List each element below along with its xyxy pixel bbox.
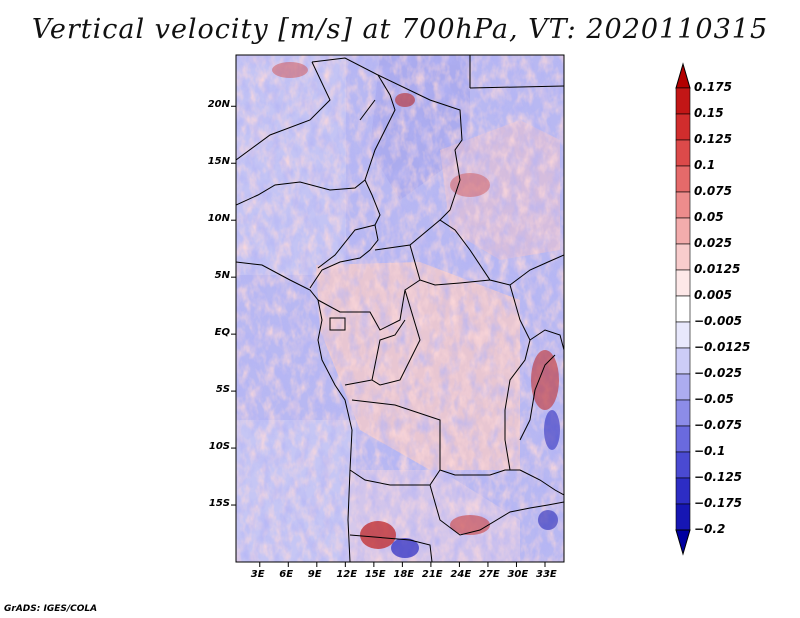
colorbar-label: 0.075 (694, 184, 732, 198)
colorbar-swatch (675, 399, 691, 427)
colorbar-swatch (675, 373, 691, 401)
grads-credit: GrADS: IGES/COLA (4, 604, 98, 614)
lon-label: 30E (507, 569, 529, 580)
lat-label: 15N (207, 156, 230, 168)
colorbar-swatch (675, 191, 691, 219)
lat-label: 15S (208, 498, 230, 510)
colorbar-swatch (675, 113, 691, 141)
colorbar-swatch (675, 503, 691, 531)
colorbar-label: 0.175 (694, 80, 732, 94)
colorbar-label: 0.005 (694, 288, 732, 302)
colorbar-label: −0.125 (694, 470, 743, 484)
lat-label: 10S (208, 441, 230, 453)
colorbar-label: 0.0125 (694, 262, 741, 276)
lon-label: 15E (364, 569, 386, 580)
colorbar-swatch (675, 217, 691, 245)
colorbar-swatch (675, 451, 691, 479)
colorbar-swatch (675, 295, 691, 323)
colorbar-label: 0.05 (694, 210, 724, 224)
colorbar-label: −0.1 (694, 444, 726, 458)
colorbar-swatch (675, 477, 691, 505)
colorbar-label: 0.1 (694, 158, 716, 172)
vertical-velocity-field (236, 55, 564, 562)
colorbar-swatch (675, 139, 691, 167)
lon-label: 21E (421, 569, 443, 580)
lat-label: 20N (207, 99, 230, 111)
lat-label: 5N (214, 270, 230, 282)
colorbar-label: −0.005 (694, 314, 743, 328)
colorbar-swatch (675, 347, 691, 375)
colorbar-swatch (675, 165, 691, 193)
colorbar-swatch (675, 321, 691, 349)
colorbar-label: −0.175 (694, 496, 743, 510)
colorbar (675, 62, 691, 556)
lon-label: 12E (336, 569, 358, 580)
colorbar-label: −0.05 (694, 392, 734, 406)
lat-label: EQ (214, 327, 230, 339)
colorbar-label: 0.025 (694, 236, 732, 250)
colorbar-label: −0.025 (694, 366, 743, 380)
colorbar-label: 0.125 (694, 132, 732, 146)
colorbar-swatch (675, 87, 691, 115)
colorbar-label: −0.0125 (694, 340, 751, 354)
colorbar-swatch (675, 529, 691, 556)
colorbar-label: −0.075 (694, 418, 743, 432)
map-title: Vertical velocity [m/s] at 700hPa, VT: 2… (31, 14, 769, 45)
lat-label: 5S (215, 384, 230, 396)
lon-label: 18E (393, 569, 415, 580)
colorbar-label: −0.2 (694, 522, 726, 536)
colorbar-swatch (675, 269, 691, 297)
lat-label: 10N (207, 213, 230, 225)
country-borders (236, 55, 564, 562)
colorbar-swatch (675, 62, 691, 89)
lon-label: 27E (478, 569, 500, 580)
lon-label: 24E (450, 569, 472, 580)
lon-label: 6E (279, 569, 294, 580)
colorbar-swatch (675, 243, 691, 271)
map-frame (235, 54, 565, 563)
lon-label: 9E (307, 569, 322, 580)
axis-ticks (231, 105, 546, 567)
lon-label: 33E (535, 569, 557, 580)
lon-label: 3E (250, 569, 265, 580)
colorbar-swatch (675, 425, 691, 453)
colorbar-label: 0.15 (694, 106, 724, 120)
